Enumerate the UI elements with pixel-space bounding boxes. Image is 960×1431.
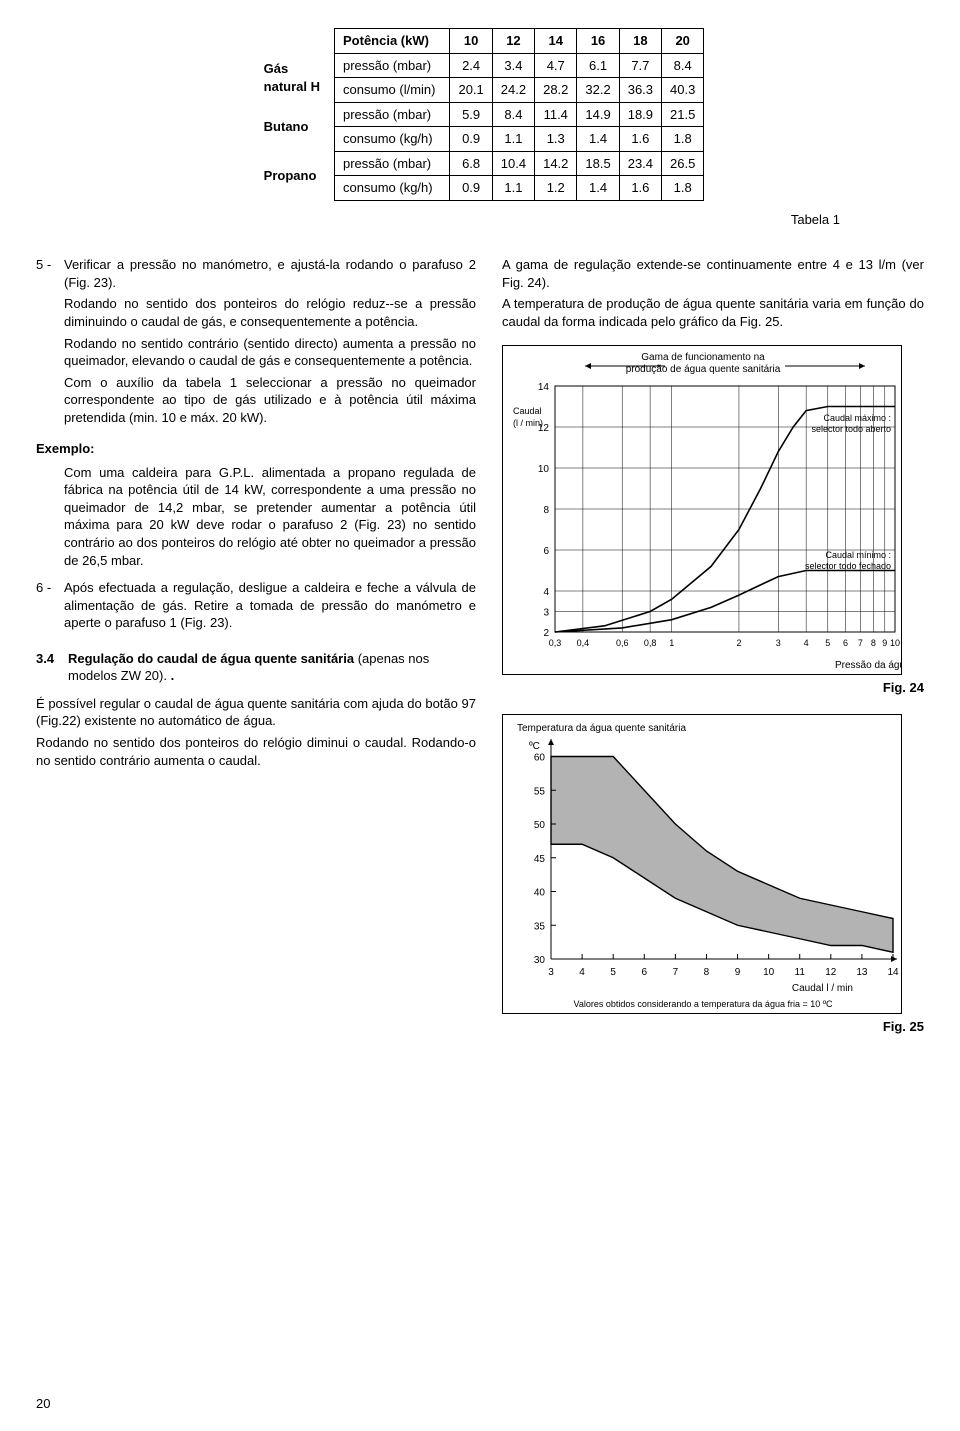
svg-text:8: 8 <box>871 638 876 648</box>
svg-text:0,6: 0,6 <box>616 638 629 648</box>
svg-text:6: 6 <box>641 967 647 978</box>
item-5-num: 5 - <box>36 256 64 430</box>
svg-text:5: 5 <box>825 638 830 648</box>
svg-text:0,8: 0,8 <box>644 638 657 648</box>
svg-text:Caudal mínimo :: Caudal mínimo : <box>825 550 891 560</box>
svg-text:0,4: 0,4 <box>577 638 590 648</box>
svg-text:14: 14 <box>538 382 550 393</box>
svg-text:selector todo fechado: selector todo fechado <box>805 561 891 571</box>
svg-text:13: 13 <box>856 967 868 978</box>
svg-text:Caudal máximo :: Caudal máximo : <box>823 412 891 422</box>
svg-text:8: 8 <box>704 967 710 978</box>
svg-text:14: 14 <box>887 967 899 978</box>
exemplo-label: Exemplo: <box>36 440 476 458</box>
right-p2: A temperatura de produção de água quente… <box>502 295 924 330</box>
svg-text:7: 7 <box>858 638 863 648</box>
sec-34-p1: É possível regular o caudal de água quen… <box>36 695 476 730</box>
item-5-p3: Rodando no sentido contrário (sentido di… <box>64 335 476 370</box>
svg-text:selector todo aberto: selector todo aberto <box>811 423 891 433</box>
svg-text:35: 35 <box>534 921 546 932</box>
item-6-num: 6 - <box>36 579 64 636</box>
svg-text:8: 8 <box>543 505 549 516</box>
svg-text:10: 10 <box>890 638 900 648</box>
sec-34-p2: Rodando no sentido dos ponteiros do reló… <box>36 734 476 769</box>
svg-text:2: 2 <box>736 638 741 648</box>
svg-text:Pressão da água ( bar ): Pressão da água ( bar ) <box>835 660 902 671</box>
svg-text:10: 10 <box>538 464 550 475</box>
svg-text:7: 7 <box>673 967 679 978</box>
svg-text:0,3: 0,3 <box>549 638 562 648</box>
flow-pressure-chart: 234681012140,30,40,60,812345678910Caudal… <box>502 345 902 675</box>
exemplo-body: Com uma caldeira para G.P.L. alimentada … <box>64 464 476 569</box>
svg-text:4: 4 <box>804 638 809 648</box>
svg-text:Caudal l / min: Caudal l / min <box>792 983 853 994</box>
right-p1: A gama de regulação extende-se continuam… <box>502 256 924 291</box>
svg-text:10: 10 <box>763 967 775 978</box>
svg-text:6: 6 <box>843 638 848 648</box>
sec-34-num: 3.4 <box>36 650 68 685</box>
svg-text:9: 9 <box>882 638 887 648</box>
svg-text:4: 4 <box>579 967 585 978</box>
svg-text:3: 3 <box>548 967 554 978</box>
svg-text:Temperatura da água quente san: Temperatura da água quente sanitária <box>517 723 686 734</box>
fig-24-label: Fig. 24 <box>502 679 924 697</box>
svg-text:11: 11 <box>795 967 806 978</box>
svg-text:50: 50 <box>534 820 546 831</box>
page-number: 20 <box>36 1395 50 1413</box>
svg-text:55: 55 <box>534 786 546 797</box>
item-5-p2: Rodando no sentido dos ponteiros do reló… <box>64 295 476 330</box>
item-5-p4: Com o auxílio da tabela 1 seleccionar a … <box>64 374 476 427</box>
svg-text:Gama de funcionamento na: Gama de funcionamento na <box>641 352 765 363</box>
item-5-p1: Verificar a pressão no manómetro, e ajus… <box>64 256 476 291</box>
svg-text:3: 3 <box>776 638 781 648</box>
svg-text:Valores obtidos considerando a: Valores obtidos considerando a temperatu… <box>573 999 833 1009</box>
svg-text:30: 30 <box>534 955 546 966</box>
svg-text:ºC: ºC <box>529 741 540 752</box>
item-6-body: Após efectuada a regulação, desligue a c… <box>64 579 476 632</box>
power-table: Potência (kW)101214161820Gásnatural Hpre… <box>256 28 705 201</box>
svg-text:1: 1 <box>669 638 674 648</box>
svg-text:6: 6 <box>543 546 549 557</box>
svg-text:4: 4 <box>543 587 549 598</box>
svg-text:45: 45 <box>534 854 546 865</box>
fig-25-label: Fig. 25 <box>502 1018 924 1036</box>
svg-text:40: 40 <box>534 888 546 899</box>
sec-34-title: Regulação do caudal de água quente sanit… <box>68 651 354 666</box>
svg-text:12: 12 <box>825 967 837 978</box>
svg-text:9: 9 <box>735 967 741 978</box>
svg-text:60: 60 <box>534 753 546 764</box>
svg-text:3: 3 <box>543 607 549 618</box>
temp-flow-chart: Temperatura da água quente sanitária ºC 30… <box>502 714 902 1014</box>
svg-text:5: 5 <box>610 967 616 978</box>
table-caption: Tabela 1 <box>120 211 840 229</box>
svg-text:(l / min): (l / min) <box>513 418 543 428</box>
svg-text:Caudal: Caudal <box>513 406 542 416</box>
